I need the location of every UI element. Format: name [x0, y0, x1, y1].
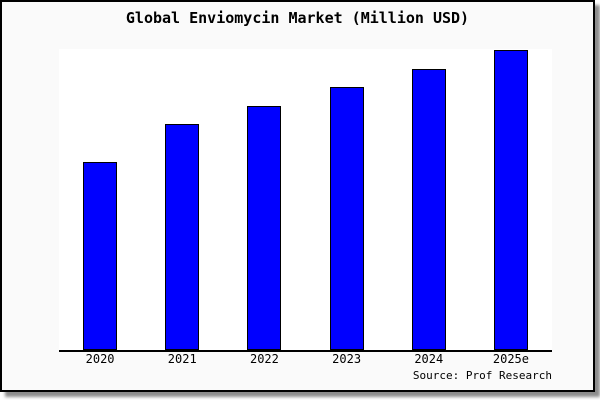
bar-2021 [165, 124, 200, 350]
source-note: Source: Prof Research [412, 369, 552, 382]
x-tick-label: 2023 [332, 352, 362, 366]
chart-title: Global Enviomycin Market (Million USD) [125, 9, 470, 27]
bar-2023 [329, 87, 364, 350]
bar-2025e [493, 50, 528, 350]
x-tick-label: 2022 [249, 352, 279, 366]
chart-card: Global Enviomycin Market (Million USD) 2… [0, 0, 595, 392]
bars-group [59, 49, 552, 350]
plot-area [59, 49, 552, 352]
x-tick-label: 2020 [85, 352, 115, 366]
x-tick-label: 2024 [414, 352, 444, 366]
x-tick-label: 2021 [167, 352, 197, 366]
x-tick-label: 2025e [492, 352, 529, 366]
bar-2022 [247, 106, 282, 350]
bar-2024 [411, 69, 446, 350]
x-axis-labels: 2020 2021 2022 2023 2024 2025e [59, 353, 552, 366]
bar-2020 [83, 162, 118, 350]
